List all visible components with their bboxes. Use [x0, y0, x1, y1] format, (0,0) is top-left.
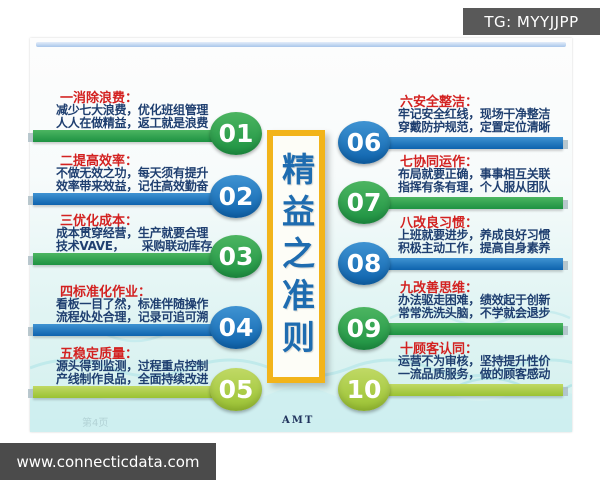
bar-end-tab: [563, 387, 568, 396]
principle-number-badge: 03: [210, 235, 262, 278]
bar-end-tab: [563, 326, 568, 335]
principle-bar: [33, 253, 244, 265]
principle-bar: [33, 193, 244, 205]
bar-end-tab: [563, 200, 568, 209]
principle-number: 03: [218, 242, 254, 271]
principle-number-badge: 10: [338, 368, 390, 411]
principle-item: 一消除浪费： 减少七大浪费，优化班组管理 人人在做精益，返工就是浪费 01: [28, 87, 269, 159]
center-title-panel: 精益之准则: [267, 130, 325, 383]
principle-number-badge: 05: [210, 368, 262, 411]
principle-line2: 人人在做精益，返工就是浪费: [56, 116, 209, 130]
bar-end-tab: [563, 140, 568, 149]
principle-item: 七协同运作： 布局就要正确，事事相互关联 指挥有条有理，个人服从团队 07: [338, 151, 574, 224]
principle-title: 七协同运作：: [400, 155, 479, 170]
principle-number: 02: [218, 182, 254, 211]
principle-title: 十顾客认同：: [400, 342, 479, 357]
principle-line1: 上班就要进步，养成良好习惯: [398, 228, 551, 242]
principle-title: 三优化成本：: [60, 214, 139, 229]
principle-number-badge: 07: [338, 181, 390, 224]
principle-bar: [33, 130, 244, 142]
principle-line1: 牢记安全红线，现场干净整洁: [398, 107, 551, 121]
principle-number: 06: [346, 128, 382, 157]
principle-bar: [355, 197, 563, 209]
principle-line2: 流程处处合理，记录可追可溯: [56, 310, 209, 324]
principle-title: 二提高效率：: [60, 154, 139, 169]
principle-line2: 技术VAVE， 采购联动库存: [56, 239, 212, 253]
tg-watermark: TG: MYYJJPP: [463, 8, 600, 35]
principle-line2: 一流品质服务，做的顾客感动: [398, 367, 551, 381]
center-title: 精益之准则: [276, 151, 316, 362]
principle-line1: 成本贯穿经营，生产就要合理: [56, 226, 209, 240]
principle-number: 04: [218, 313, 254, 342]
principle-title: 一消除浪费：: [60, 91, 139, 106]
principle-title: 九改善思维：: [400, 281, 479, 296]
principle-item: 二提高效率： 不做无效之功，每天须有提升 效率带来效益，记住高效勤奋 02: [28, 150, 269, 222]
principle-number-badge: 01: [210, 112, 262, 155]
principle-bar: [355, 258, 563, 270]
principle-item: 六安全整洁： 牢记安全红线，现场干净整洁 穿戴防护规范，定置定位清晰 06: [338, 91, 574, 164]
bar-end-tab: [28, 196, 33, 205]
bar-end-tab: [28, 327, 33, 336]
principle-line1: 看板一目了然，标准伴随操作: [56, 297, 209, 311]
principle-number-badge: 06: [338, 121, 390, 164]
bar-end-tab: [563, 261, 568, 270]
principle-line2: 常常洗洗头脑，不学就会退步: [398, 306, 551, 320]
principle-title: 四标准化作业：: [60, 285, 152, 300]
principle-title: 六安全整洁：: [400, 95, 479, 110]
principle-item: 八改良习惯： 上班就要进步，养成良好习惯 积极主动工作，提高自身素养 08: [338, 212, 574, 285]
principle-line1: 减少七大浪费，优化班组管理: [56, 103, 209, 117]
bar-end-tab: [28, 133, 33, 142]
principle-number: 05: [218, 375, 254, 404]
bar-end-tab: [28, 256, 33, 265]
principle-line1: 布局就要正确，事事相互关联: [398, 167, 551, 181]
principle-bar: [355, 137, 563, 149]
page-watermark: 第4页: [82, 418, 109, 429]
principle-number: 01: [218, 119, 254, 148]
principle-number-badge: 02: [210, 175, 262, 218]
principle-number-badge: 08: [338, 242, 390, 285]
principle-number: 09: [346, 314, 382, 343]
principle-line2: 产线制作良品，全面持续改进: [56, 372, 209, 386]
principle-title: 八改良习惯：: [400, 216, 479, 231]
principle-item: 五稳定质量： 源头得到监测，过程重点控制 产线制作良品，全面持续改进 05: [28, 343, 269, 415]
principle-item: 十顾客认同： 运营不为审核，坚持提升性价 一流品质服务，做的顾客感动 10: [338, 338, 574, 411]
principle-line2: 穿戴防护规范，定置定位清晰: [398, 120, 551, 134]
principle-title: 五稳定质量：: [60, 347, 139, 362]
principle-line2: 指挥有条有理，个人服从团队: [398, 180, 551, 194]
principle-line1: 办法驱走困难，绩效起于创新: [398, 293, 551, 307]
principle-number: 07: [346, 188, 382, 217]
principle-item: 三优化成本： 成本贯穿经营，生产就要合理 技术VAVE， 采购联动库存 03: [28, 210, 269, 282]
principle-number-badge: 09: [338, 307, 390, 350]
principle-line2: 效率带来效益，记住高效勤奋: [56, 179, 209, 193]
bar-end-tab: [28, 389, 33, 398]
principle-number: 10: [346, 375, 382, 404]
principle-line2: 积极主动工作，提高自身素养: [398, 241, 551, 255]
principle-number: 08: [346, 249, 382, 278]
amt-label: AMT: [282, 415, 315, 426]
website-bar: www.connecticdata.com: [0, 443, 216, 480]
top-strip-decoration: [36, 42, 566, 47]
principle-line1: 不做无效之功，每天须有提升: [56, 166, 209, 180]
